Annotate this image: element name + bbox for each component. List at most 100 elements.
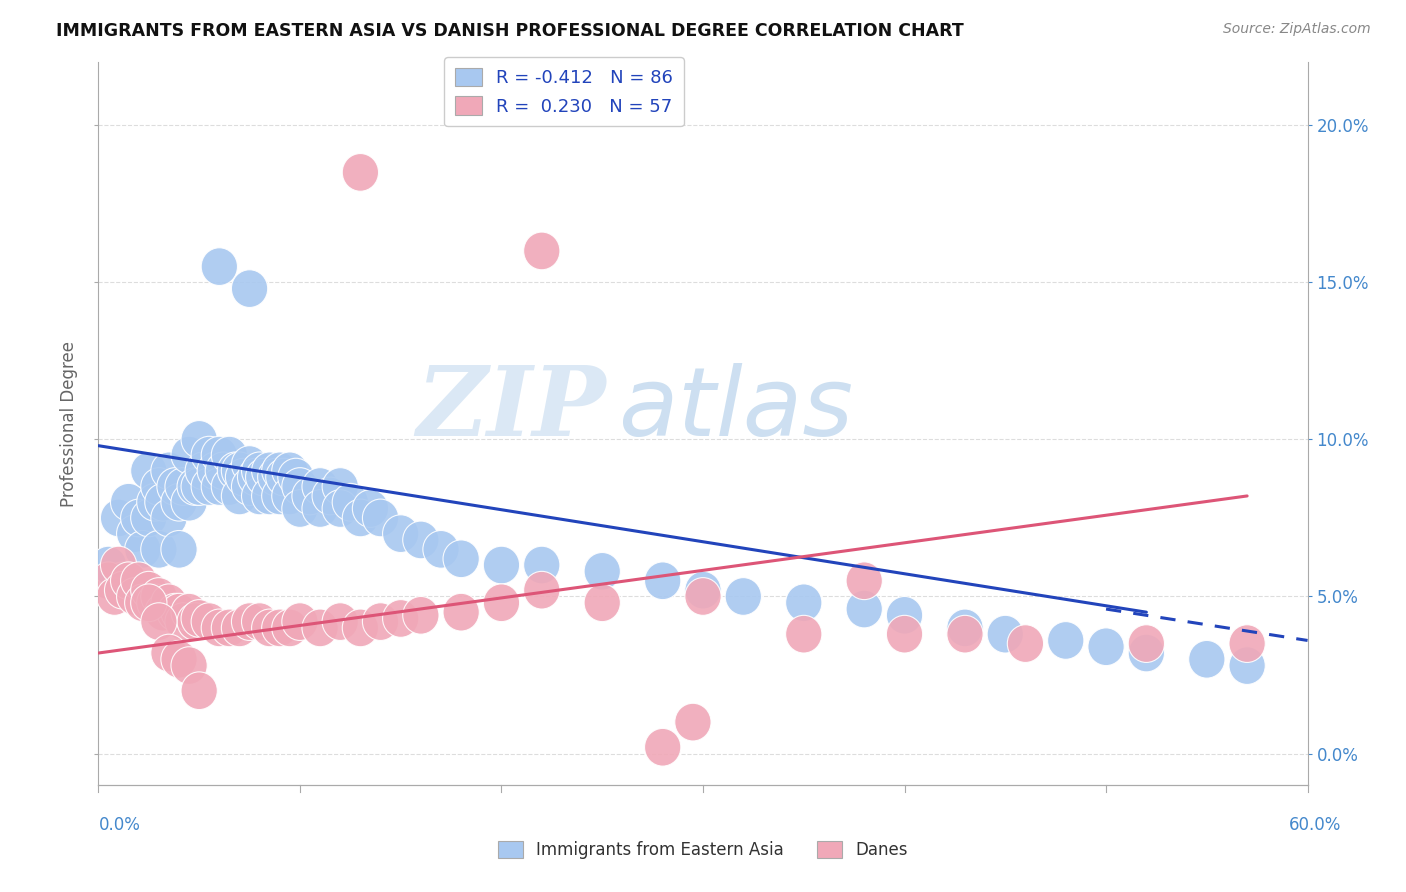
Ellipse shape [97,578,132,615]
Ellipse shape [1229,624,1265,663]
Ellipse shape [322,490,359,527]
Ellipse shape [141,467,177,506]
Ellipse shape [141,603,177,640]
Ellipse shape [211,467,247,506]
Ellipse shape [165,467,201,506]
Ellipse shape [150,500,187,537]
Ellipse shape [90,546,127,584]
Ellipse shape [262,609,298,647]
Text: 0.0%: 0.0% [98,816,141,834]
Ellipse shape [160,531,197,568]
Ellipse shape [484,584,520,622]
Ellipse shape [1188,640,1225,678]
Ellipse shape [644,729,681,766]
Ellipse shape [131,500,167,537]
Ellipse shape [121,500,157,537]
Ellipse shape [946,615,983,653]
Ellipse shape [104,562,141,599]
Ellipse shape [252,452,288,490]
Ellipse shape [191,603,228,640]
Ellipse shape [281,603,318,640]
Ellipse shape [150,452,187,490]
Ellipse shape [1128,624,1164,663]
Ellipse shape [786,584,823,622]
Ellipse shape [131,572,167,609]
Ellipse shape [675,703,711,741]
Ellipse shape [150,634,187,672]
Ellipse shape [145,593,181,631]
Ellipse shape [177,603,214,640]
Ellipse shape [172,647,207,684]
Text: IMMIGRANTS FROM EASTERN ASIA VS DANISH PROFESSIONAL DEGREE CORRELATION CHART: IMMIGRANTS FROM EASTERN ASIA VS DANISH P… [56,22,965,40]
Ellipse shape [121,562,157,599]
Ellipse shape [1088,628,1125,665]
Ellipse shape [221,609,257,647]
Ellipse shape [232,467,267,506]
Ellipse shape [232,603,267,640]
Ellipse shape [181,467,218,506]
Ellipse shape [172,483,207,521]
Ellipse shape [141,531,177,568]
Ellipse shape [191,436,228,474]
Ellipse shape [312,477,349,515]
Text: atlas: atlas [619,363,853,456]
Ellipse shape [172,593,207,631]
Ellipse shape [221,452,257,490]
Ellipse shape [583,584,620,622]
Text: ZIP: ZIP [416,362,606,456]
Ellipse shape [186,452,221,490]
Ellipse shape [523,546,560,584]
Ellipse shape [725,578,762,615]
Ellipse shape [987,615,1024,653]
Ellipse shape [205,452,242,490]
Ellipse shape [271,609,308,647]
Ellipse shape [145,483,181,521]
Ellipse shape [271,477,308,515]
Ellipse shape [104,572,141,609]
Ellipse shape [232,269,267,308]
Ellipse shape [111,483,146,521]
Ellipse shape [1128,634,1164,672]
Text: Source: ZipAtlas.com: Source: ZipAtlas.com [1223,22,1371,37]
Ellipse shape [160,483,197,521]
Ellipse shape [201,436,238,474]
Ellipse shape [1007,624,1043,663]
Ellipse shape [131,452,167,490]
Ellipse shape [177,467,214,506]
Ellipse shape [181,420,218,458]
Ellipse shape [402,597,439,634]
Legend: R = -0.412   N = 86, R =  0.230   N = 57: R = -0.412 N = 86, R = 0.230 N = 57 [444,57,683,127]
Ellipse shape [125,584,160,622]
Ellipse shape [201,609,238,647]
Ellipse shape [172,436,207,474]
Ellipse shape [111,562,146,599]
Ellipse shape [252,609,288,647]
Ellipse shape [181,672,218,709]
Ellipse shape [363,500,399,537]
Ellipse shape [232,446,267,483]
Ellipse shape [117,578,153,615]
Ellipse shape [353,490,388,527]
Ellipse shape [322,603,359,640]
Ellipse shape [332,483,368,521]
Ellipse shape [238,458,274,496]
Ellipse shape [150,584,187,622]
Ellipse shape [484,546,520,584]
Ellipse shape [165,603,201,640]
Ellipse shape [846,562,883,599]
Ellipse shape [262,452,298,490]
Ellipse shape [181,599,218,637]
Ellipse shape [886,615,922,653]
Ellipse shape [423,531,460,568]
Ellipse shape [685,578,721,615]
Ellipse shape [257,458,294,496]
Ellipse shape [100,546,136,584]
Ellipse shape [302,609,339,647]
Ellipse shape [342,153,378,191]
Ellipse shape [100,500,136,537]
Ellipse shape [302,467,339,506]
Ellipse shape [262,477,298,515]
Ellipse shape [583,552,620,591]
Ellipse shape [382,599,419,637]
Ellipse shape [322,467,359,506]
